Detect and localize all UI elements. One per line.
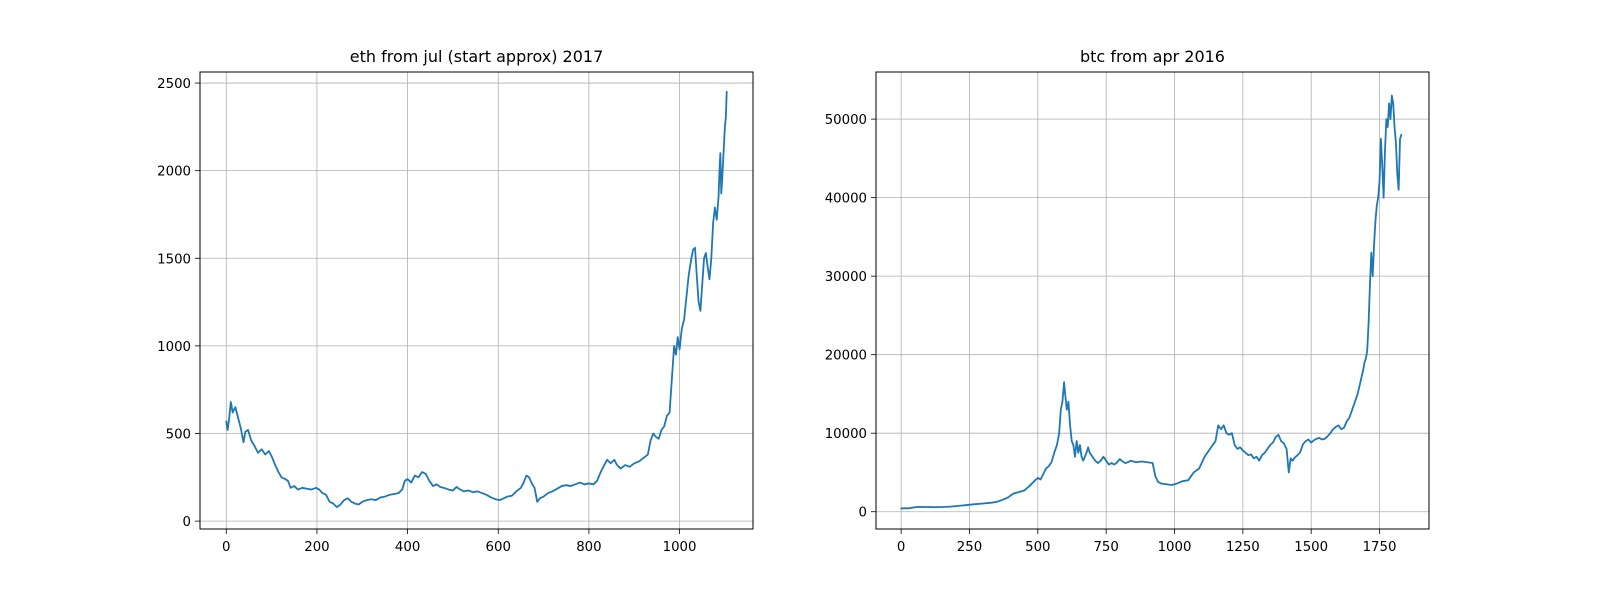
eth-x-tick-label: 600 [486,540,511,555]
eth-y-tick-label: 2000 [157,165,191,180]
eth-x-tick-label: 400 [395,540,420,555]
eth-price-line [225,90,728,508]
btc-y-tick-label: 20000 [825,349,867,364]
btc-x-tick-label: 250 [957,540,982,555]
eth-y-tick-label: 2500 [157,77,191,92]
eth-chart: 0 200 400 600 800 1000 0 500 1000 1500 2000 2500 eth… [157,47,754,555]
eth-x-tick-label: 800 [576,540,601,555]
btc-x-tick-label: 0 [897,540,905,555]
btc-y-tick-label: 50000 [825,113,867,128]
eth-y-tick-label: 500 [166,427,191,442]
btc-x-tick-label: 750 [1093,540,1118,555]
eth-y-tick-label: 1000 [157,340,191,355]
btc-chart-title: btc from apr 2016 [1080,47,1225,66]
btc-y-tick-label: 0 [859,506,867,521]
eth-y-tick-label: 0 [183,515,191,530]
btc-x-tick-label: 1000 [1158,540,1192,555]
btc-x-tick-label: 500 [1025,540,1050,555]
eth-x-tick-label: 1000 [663,540,697,555]
eth-y-tick-label: 1500 [157,252,191,267]
btc-x-tick-label: 1250 [1226,540,1260,555]
btc-price-line [900,94,1403,510]
eth-axes-frame [199,71,754,530]
eth-x-tick-label: 0 [222,540,230,555]
btc-axes-frame [875,71,1430,530]
btc-y-tick-label: 10000 [825,427,867,442]
btc-x-tick-label: 1750 [1363,540,1397,555]
btc-y-tick-label: 40000 [825,192,867,207]
btc-x-tick-label: 1500 [1294,540,1328,555]
eth-x-tick-label: 200 [304,540,329,555]
btc-y-tick-label: 30000 [825,270,867,285]
eth-chart-title: eth from jul (start approx) 2017 [350,47,604,66]
btc-chart: 0 250 500 750 1000 1250 1500 1750 0 10000 20000 300… [825,47,1430,555]
